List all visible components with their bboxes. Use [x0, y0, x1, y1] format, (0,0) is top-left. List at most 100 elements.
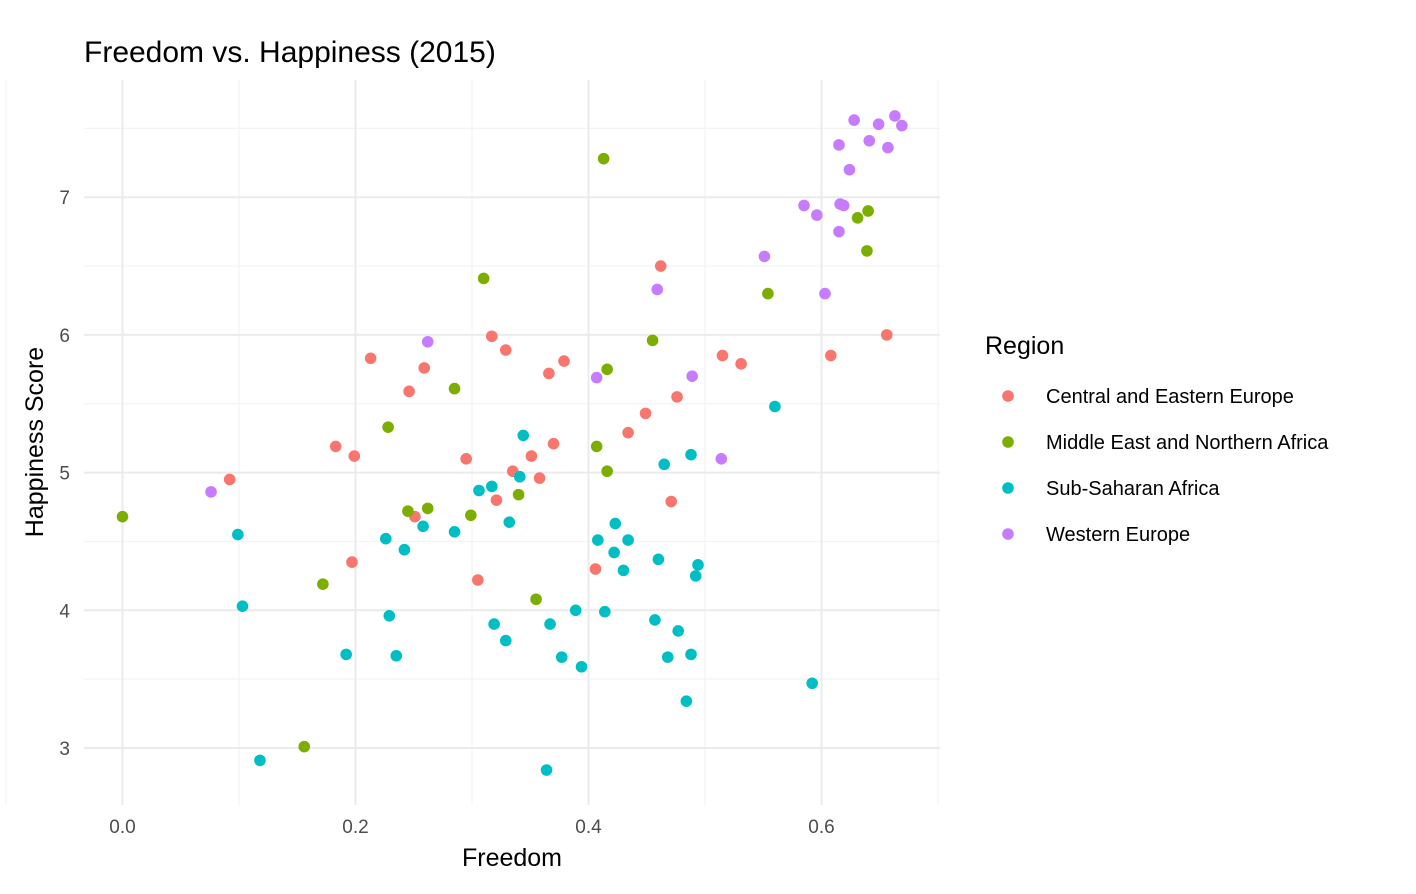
legend-swatch	[1002, 390, 1014, 402]
data-point	[848, 114, 860, 126]
legend-swatch	[1002, 528, 1014, 540]
data-point	[486, 480, 498, 493]
data-point	[646, 334, 659, 347]
tick-labels: 0.0 0.2 0.4 0.6 3 4 5 6 7	[59, 188, 834, 838]
data-point	[649, 614, 661, 626]
data-point	[599, 605, 611, 618]
y-axis-title: Happiness Score	[21, 347, 49, 537]
data-point	[329, 440, 342, 453]
data-point	[651, 283, 664, 296]
data-point	[205, 486, 217, 498]
legend-swatch	[1002, 482, 1014, 494]
data-point	[575, 660, 588, 673]
legend-item: Middle East and Northern Africa	[1002, 432, 1329, 454]
data-point	[403, 385, 415, 398]
data-point	[825, 349, 837, 362]
data-point	[317, 578, 329, 590]
data-point	[547, 437, 560, 450]
data-point	[298, 740, 311, 753]
gridlines	[5, 80, 940, 805]
legend-item: Central and Eastern Europe	[1002, 386, 1294, 408]
data-point	[543, 367, 555, 380]
data-point	[622, 534, 634, 546]
data-point	[540, 764, 553, 776]
data-point	[608, 546, 620, 559]
series-group	[116, 152, 874, 753]
series-group	[223, 260, 893, 586]
data-point	[448, 382, 461, 395]
data-point	[798, 199, 810, 212]
data-point	[843, 163, 856, 176]
data-point	[872, 118, 885, 131]
data-point	[837, 199, 850, 212]
x-tick-label: 0.4	[575, 817, 602, 838]
data-point	[882, 141, 894, 154]
data-point	[597, 152, 610, 165]
data-point	[851, 212, 864, 224]
data-point	[418, 362, 431, 374]
data-point	[592, 534, 604, 546]
chart-title: Freedom vs. Happiness (2015)	[84, 36, 496, 69]
data-point	[499, 634, 512, 647]
data-point	[680, 695, 693, 707]
y-tick-label: 5	[59, 464, 70, 485]
data-point	[889, 110, 901, 122]
data-point	[517, 429, 530, 442]
series-group	[232, 400, 818, 776]
data-point	[758, 250, 771, 263]
data-point	[715, 453, 728, 465]
data-point	[590, 440, 603, 453]
y-tick-label: 4	[59, 601, 70, 622]
x-tick-label: 0.6	[808, 817, 834, 838]
x-tick-label: 0.2	[342, 817, 368, 838]
data-point	[417, 520, 429, 533]
series-group	[205, 110, 908, 498]
legend-label: Middle East and Northern Africa	[1046, 432, 1329, 454]
y-tick-label: 6	[59, 326, 70, 347]
data-point	[686, 370, 698, 383]
data-point	[544, 618, 556, 630]
data-point	[622, 426, 634, 439]
data-point	[460, 453, 472, 465]
data-point	[513, 470, 526, 483]
legend-item: Sub-Saharan Africa	[1002, 478, 1220, 500]
data-point	[236, 600, 249, 612]
data-point	[735, 358, 747, 370]
data-point	[490, 494, 503, 506]
data-point	[379, 532, 392, 545]
data-point	[601, 465, 613, 478]
legend-swatch	[1002, 436, 1014, 448]
x-axis-title: Freedom	[462, 844, 562, 872]
data-point	[833, 225, 845, 238]
data-point	[601, 363, 613, 376]
data-point	[654, 260, 667, 272]
data-point	[473, 484, 485, 497]
data-point	[896, 119, 908, 132]
legend-items: Central and Eastern Europe Middle East an…	[1002, 386, 1329, 546]
x-tick-label: 0.0	[109, 817, 135, 838]
data-point	[639, 407, 652, 420]
data-point	[533, 472, 546, 484]
data-point	[685, 448, 697, 461]
data-point	[503, 516, 516, 528]
data-point	[472, 574, 484, 586]
data-point	[364, 352, 377, 365]
data-point	[862, 205, 874, 217]
y-tick-label: 7	[59, 188, 70, 209]
data-point	[833, 139, 845, 151]
data-point	[762, 287, 774, 300]
data-point	[665, 495, 678, 508]
data-point	[555, 651, 568, 663]
data-point	[819, 287, 831, 300]
data-point	[488, 618, 500, 630]
data-point	[232, 528, 244, 541]
data-point	[658, 458, 671, 471]
data-point	[558, 355, 570, 367]
data-point	[465, 509, 477, 522]
data-point	[880, 329, 893, 341]
data-point	[390, 649, 403, 662]
data-point	[530, 593, 542, 606]
data-point	[861, 245, 873, 257]
data-point	[402, 505, 414, 517]
